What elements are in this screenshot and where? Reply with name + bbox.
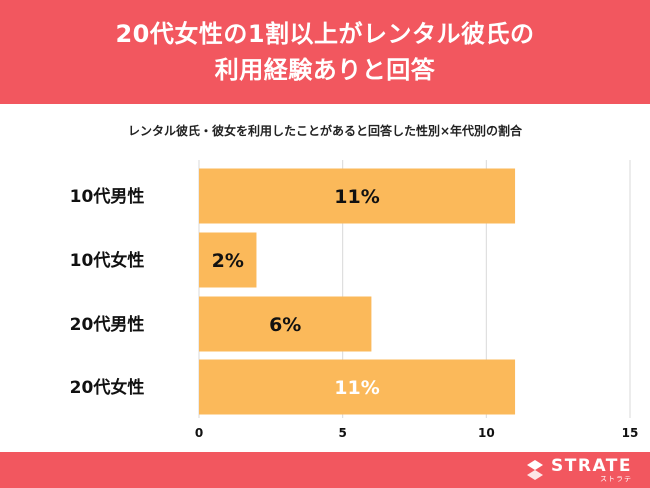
bar <box>199 296 372 352</box>
bar-value-label: 11% <box>334 186 379 208</box>
brand-name: STRATE <box>551 455 632 476</box>
bar-value-label: 6% <box>269 314 301 336</box>
x-tick-label: 0 <box>195 426 203 440</box>
title-banner: 20代女性の1割以上がレンタル彼氏の 利用経験ありと回答 <box>0 0 650 104</box>
x-tick-label: 15 <box>622 426 639 440</box>
strate-logo-icon <box>527 460 544 480</box>
title-line-1: 20代女性の1割以上がレンタル彼氏の <box>115 20 535 48</box>
category-label: 10代女性 <box>70 250 145 271</box>
bar <box>199 168 516 224</box>
bar <box>199 232 257 288</box>
bar-value-label: 11% <box>334 377 379 399</box>
footer-banner: STRATE ストラテ <box>0 452 650 488</box>
title-line-2: 利用経験ありと回答 <box>214 56 436 84</box>
x-tick-label: 10 <box>478 426 495 440</box>
category-label: 20代女性 <box>70 377 145 398</box>
chart-subtitle: レンタル彼氏・彼女を利用したことがあると回答した性別×年代別の割合 <box>127 124 523 138</box>
strate-logo: STRATE ストラテ <box>525 457 632 483</box>
x-tick-label: 5 <box>338 426 346 440</box>
brand-kana: ストラテ <box>600 474 632 483</box>
bar-chart: 0 5 10 15 10代男性 11% 10代女性 2% 20代男性 6% 20代女性 11% <box>70 160 639 440</box>
category-label: 10代男性 <box>70 186 145 207</box>
bar-value-label: 2% <box>212 250 244 272</box>
bar <box>199 359 516 415</box>
category-label: 20代男性 <box>70 314 145 335</box>
